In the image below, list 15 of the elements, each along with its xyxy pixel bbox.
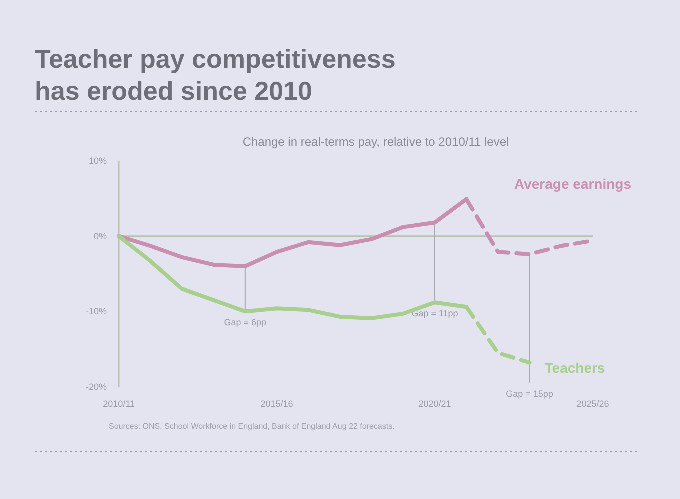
- y-tick-label: -10%: [86, 306, 107, 317]
- chart-subtitle: Change in real-terms pay, relative to 2010/11 level: [242, 135, 510, 149]
- y-tick-label: 10%: [88, 156, 107, 166]
- text: Teachers: [544, 360, 606, 376]
- chart-title: Teacher pay competitiveness has eroded since 2010: [35, 44, 396, 106]
- y-tick-label: -20%: [86, 382, 107, 392]
- x-tick-label: 2015/16: [260, 399, 294, 409]
- annotation: Gap = 6pp: [224, 318, 267, 328]
- x-tick-label: 2020/21: [418, 399, 452, 409]
- text: Average earnings: [514, 176, 632, 192]
- y-tick-label: 0%: [94, 231, 107, 242]
- source-note: Sources: ONS, School Workforce in England, Bank of England Aug 22 forecasts.: [109, 422, 395, 431]
- annotation: Gap = 15pp: [506, 388, 554, 399]
- x-tick-label: 2010/11: [103, 399, 135, 409]
- x-tick-label: 2025/26: [576, 399, 610, 409]
